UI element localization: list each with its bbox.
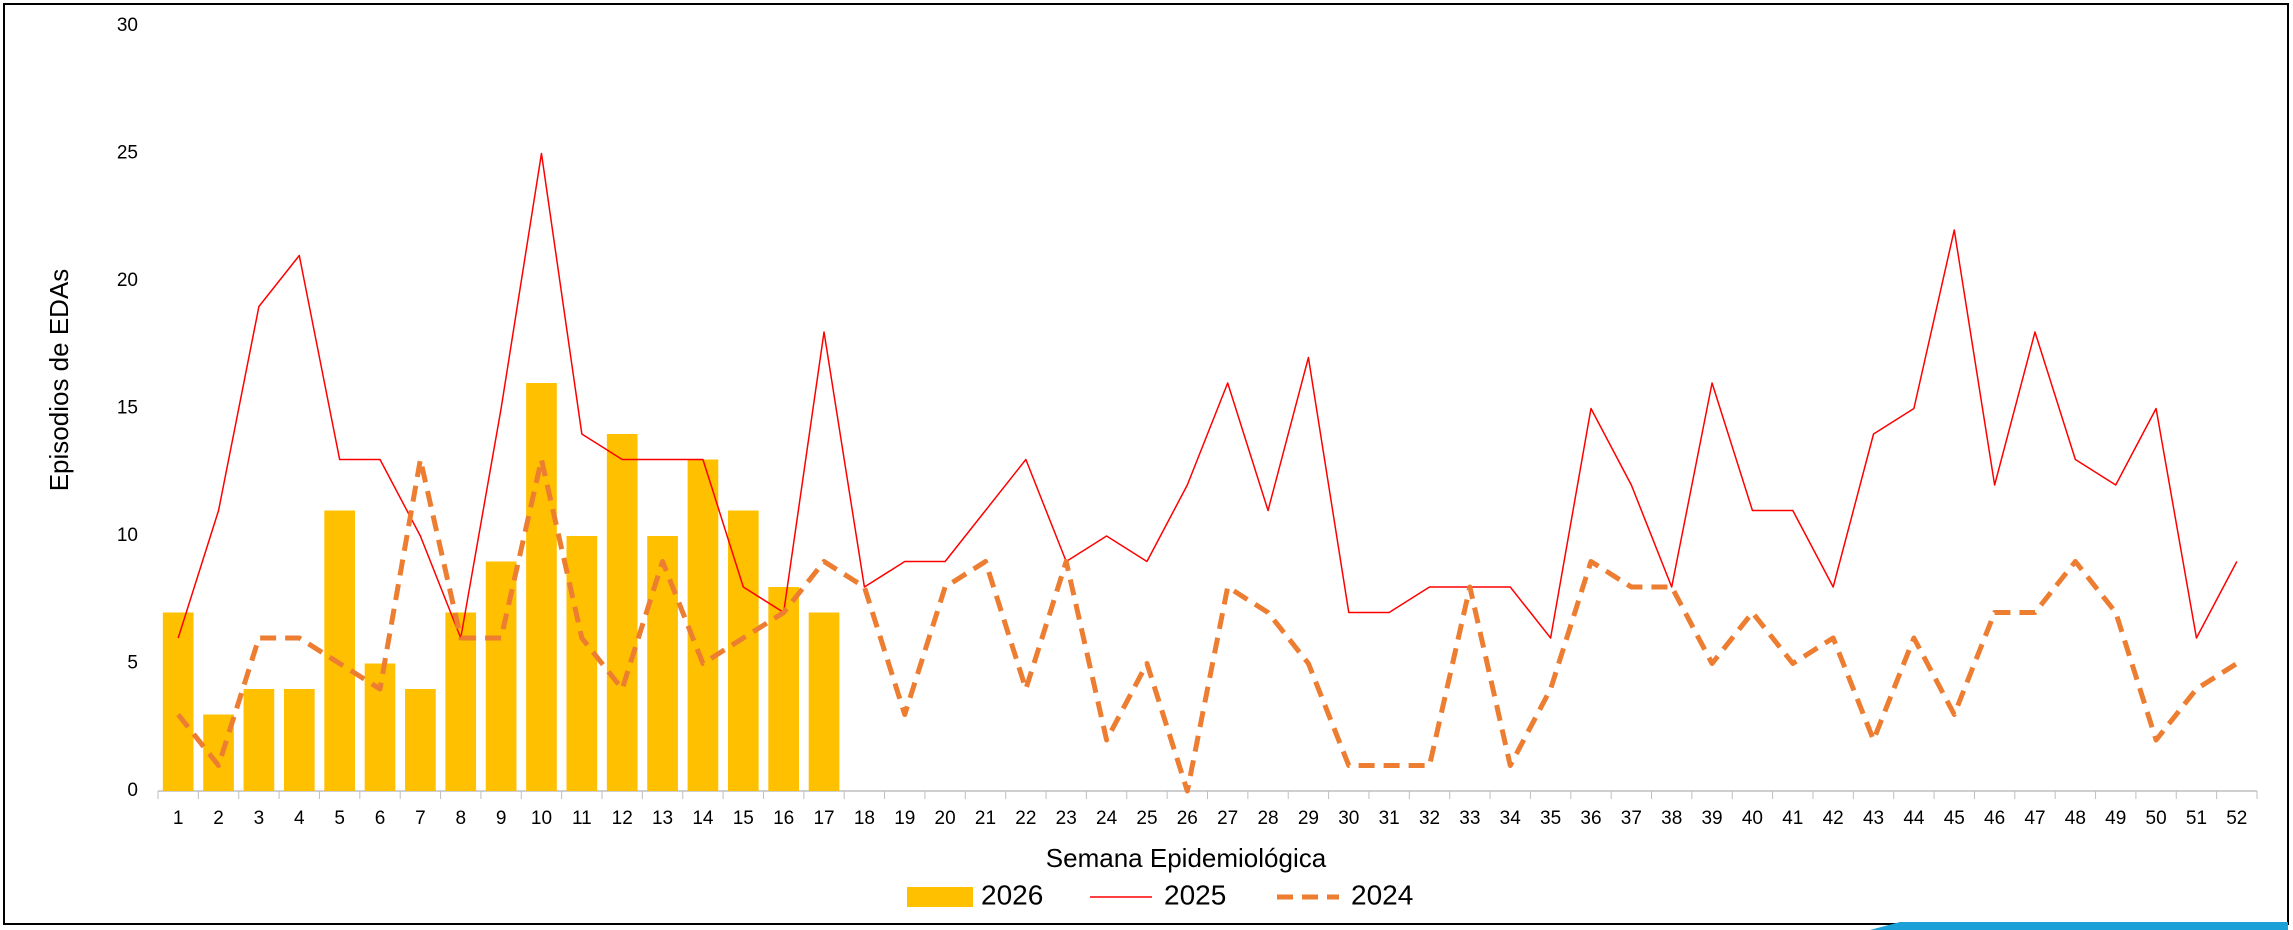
x-tick-label: 11: [572, 808, 592, 829]
x-tick-label: 17: [813, 808, 834, 829]
x-tick-label: 41: [1782, 808, 1803, 829]
y-tick-label: 5: [127, 653, 138, 674]
y-axis-title: Episodios de EDAs: [44, 269, 74, 492]
line: [176, 457, 2239, 794]
x-axis-title: Semana Epidemiológica: [1046, 843, 1327, 873]
x-tick-label: 46: [1984, 808, 2005, 829]
x-tick-label: 45: [1944, 808, 1965, 829]
x-tick-label: 38: [1661, 808, 1682, 829]
y-tick-label: 15: [117, 398, 138, 419]
x-tick-label: 32: [1419, 808, 1440, 829]
bar: [324, 510, 355, 791]
x-tick-label: 9: [496, 808, 507, 829]
x-tick-label: 29: [1298, 808, 1319, 829]
x-tick-label: 2: [213, 808, 224, 829]
x-tick-label: 16: [773, 808, 794, 829]
x-tick-label: 36: [1580, 808, 1601, 829]
x-tick-label: 25: [1136, 808, 1157, 829]
bar: [727, 510, 759, 791]
bar: [687, 459, 719, 791]
x-tick-label: 40: [1742, 808, 1763, 829]
x-tick-label: 51: [2186, 808, 2207, 829]
x-tick-label: 28: [1257, 808, 1278, 829]
x-tick-label: 30: [1338, 808, 1359, 829]
legend-swatch: [907, 887, 973, 907]
x-tick-label: 33: [1459, 808, 1480, 829]
x-tick-label: 21: [975, 808, 996, 829]
bar: [768, 587, 800, 791]
bar: [162, 612, 194, 791]
x-tick-label: 44: [1903, 808, 1925, 829]
x-tick-label: 39: [1701, 808, 1722, 829]
x-tick-label: 22: [1015, 808, 1036, 829]
x-tick-label: 34: [1500, 808, 1522, 829]
x-tick-label: 15: [733, 808, 754, 829]
x-tick-label: 6: [375, 808, 386, 829]
x-tick-label: 20: [935, 808, 956, 829]
x-tick-label: 5: [334, 808, 345, 829]
x-tick-label: 50: [2146, 808, 2167, 829]
x-tick-label: 52: [2226, 808, 2247, 829]
y-tick-label: 25: [117, 143, 138, 164]
x-tick-label: 18: [854, 808, 875, 829]
bar: [405, 689, 436, 791]
y-tick-label: 30: [117, 15, 138, 36]
bar: [526, 383, 557, 791]
bar: [808, 612, 840, 791]
bar: [647, 536, 678, 791]
corner-decoration: [1870, 922, 2288, 930]
x-tick-label: 48: [2065, 808, 2086, 829]
bar: [606, 434, 638, 791]
bar: [243, 689, 275, 791]
x-tick-label: 31: [1379, 808, 1400, 829]
x-tick-label: 13: [652, 808, 673, 829]
legend-label: 2025: [1164, 879, 1226, 910]
y-tick-label: 20: [117, 270, 138, 291]
x-tick-label: 49: [2105, 808, 2126, 829]
x-tick-label: 14: [692, 808, 714, 829]
legend-label: 2026: [981, 879, 1043, 910]
x-tick-label: 26: [1177, 808, 1198, 829]
y-tick-label: 0: [127, 780, 138, 801]
x-tick-label: 43: [1863, 808, 1884, 829]
x-tick-label: 24: [1096, 808, 1118, 829]
x-tick-label: 12: [612, 808, 633, 829]
chart-border: [3, 3, 2289, 925]
x-tick-label: 1: [173, 808, 184, 829]
line: [177, 152, 2238, 639]
x-tick-label: 10: [531, 808, 552, 829]
x-tick-label: 42: [1823, 808, 1844, 829]
bar: [566, 536, 598, 791]
x-tick-label: 23: [1056, 808, 1077, 829]
x-tick-label: 37: [1621, 808, 1642, 829]
x-tick-label: 3: [254, 808, 265, 829]
bar: [445, 612, 477, 791]
x-tick-label: 19: [894, 808, 915, 829]
x-tick-label: 27: [1217, 808, 1238, 829]
y-tick-label: 10: [117, 525, 138, 546]
x-tick-label: 47: [2024, 808, 2045, 829]
x-tick-label: 8: [455, 808, 466, 829]
bar: [283, 689, 315, 791]
x-tick-label: 7: [415, 808, 426, 829]
x-tick-label: 35: [1540, 808, 1561, 829]
x-tick-label: 4: [294, 808, 305, 829]
legend-label: 2024: [1351, 879, 1413, 910]
